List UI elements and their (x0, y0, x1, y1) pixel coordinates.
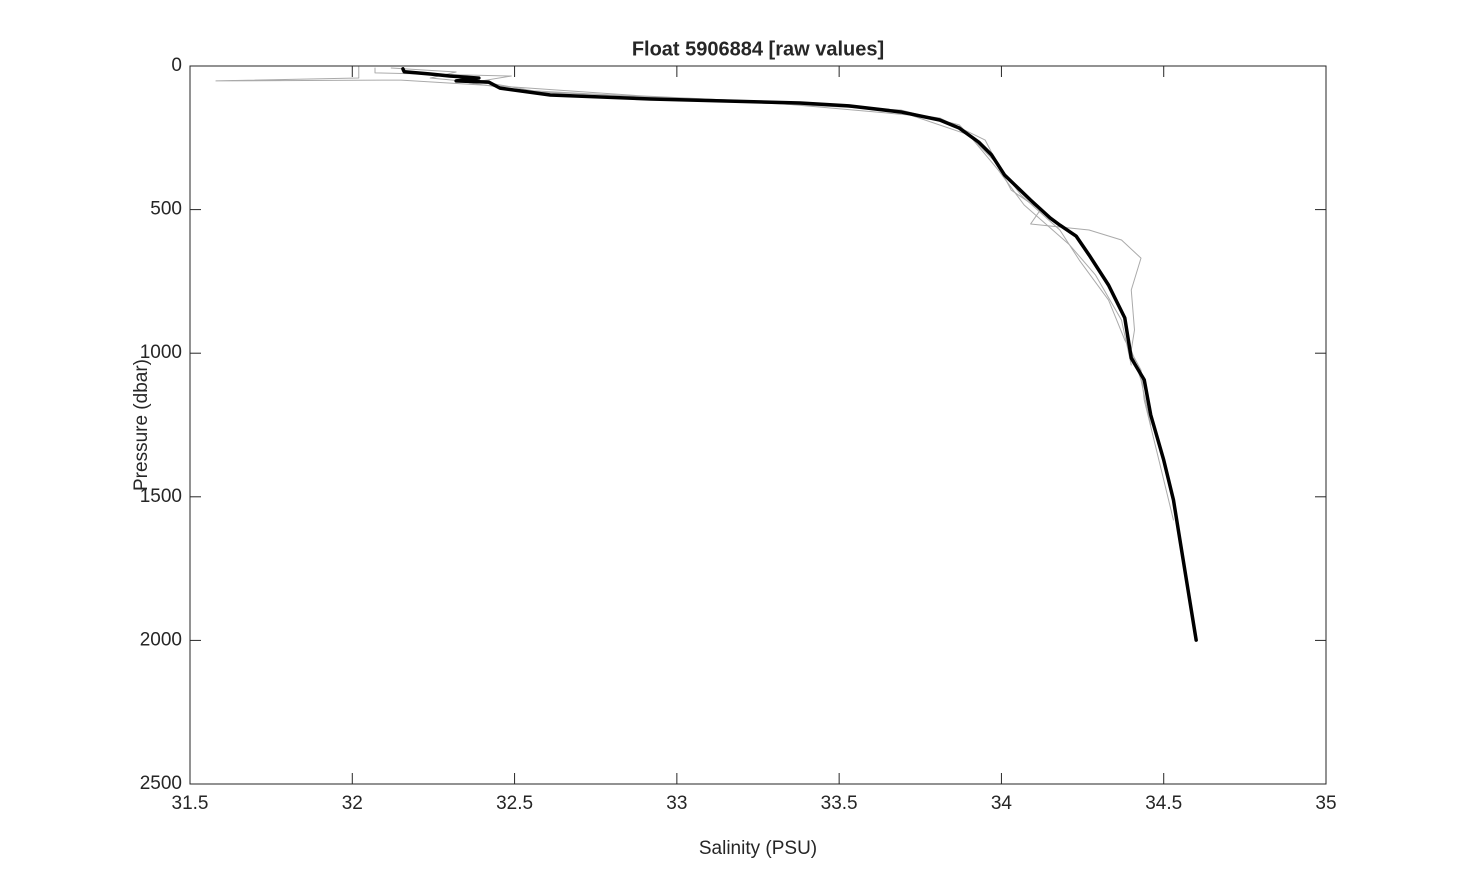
y-axis-label: Pressure (dbar) (131, 359, 152, 491)
x-tick-label: 32 (342, 793, 363, 814)
profile-line (401, 67, 1198, 642)
x-tick-label: 31.5 (172, 793, 209, 814)
x-tick-label: 35 (1315, 793, 1336, 814)
x-tick-label: 34 (991, 793, 1013, 814)
chart-title: Float 5906884 [raw values] (632, 38, 884, 60)
x-tick-label: 32.5 (496, 793, 533, 814)
x-tick-label: 34.5 (1145, 793, 1182, 814)
plot-area (190, 66, 1326, 784)
y-tick-label: 2000 (140, 629, 182, 650)
y-tick-label: 500 (150, 199, 182, 220)
y-tick-label: 0 (171, 55, 182, 76)
x-tick-label: 33 (666, 793, 687, 814)
axes-box (189, 65, 1327, 785)
y-tick-label: 2500 (140, 773, 182, 794)
y-tick-label: 1000 (140, 342, 182, 363)
profile-line (390, 67, 1132, 366)
x-tick-label: 33.5 (821, 793, 858, 814)
x-axis-label: Salinity (PSU) (699, 838, 817, 859)
y-tick-label: 1500 (140, 486, 182, 507)
